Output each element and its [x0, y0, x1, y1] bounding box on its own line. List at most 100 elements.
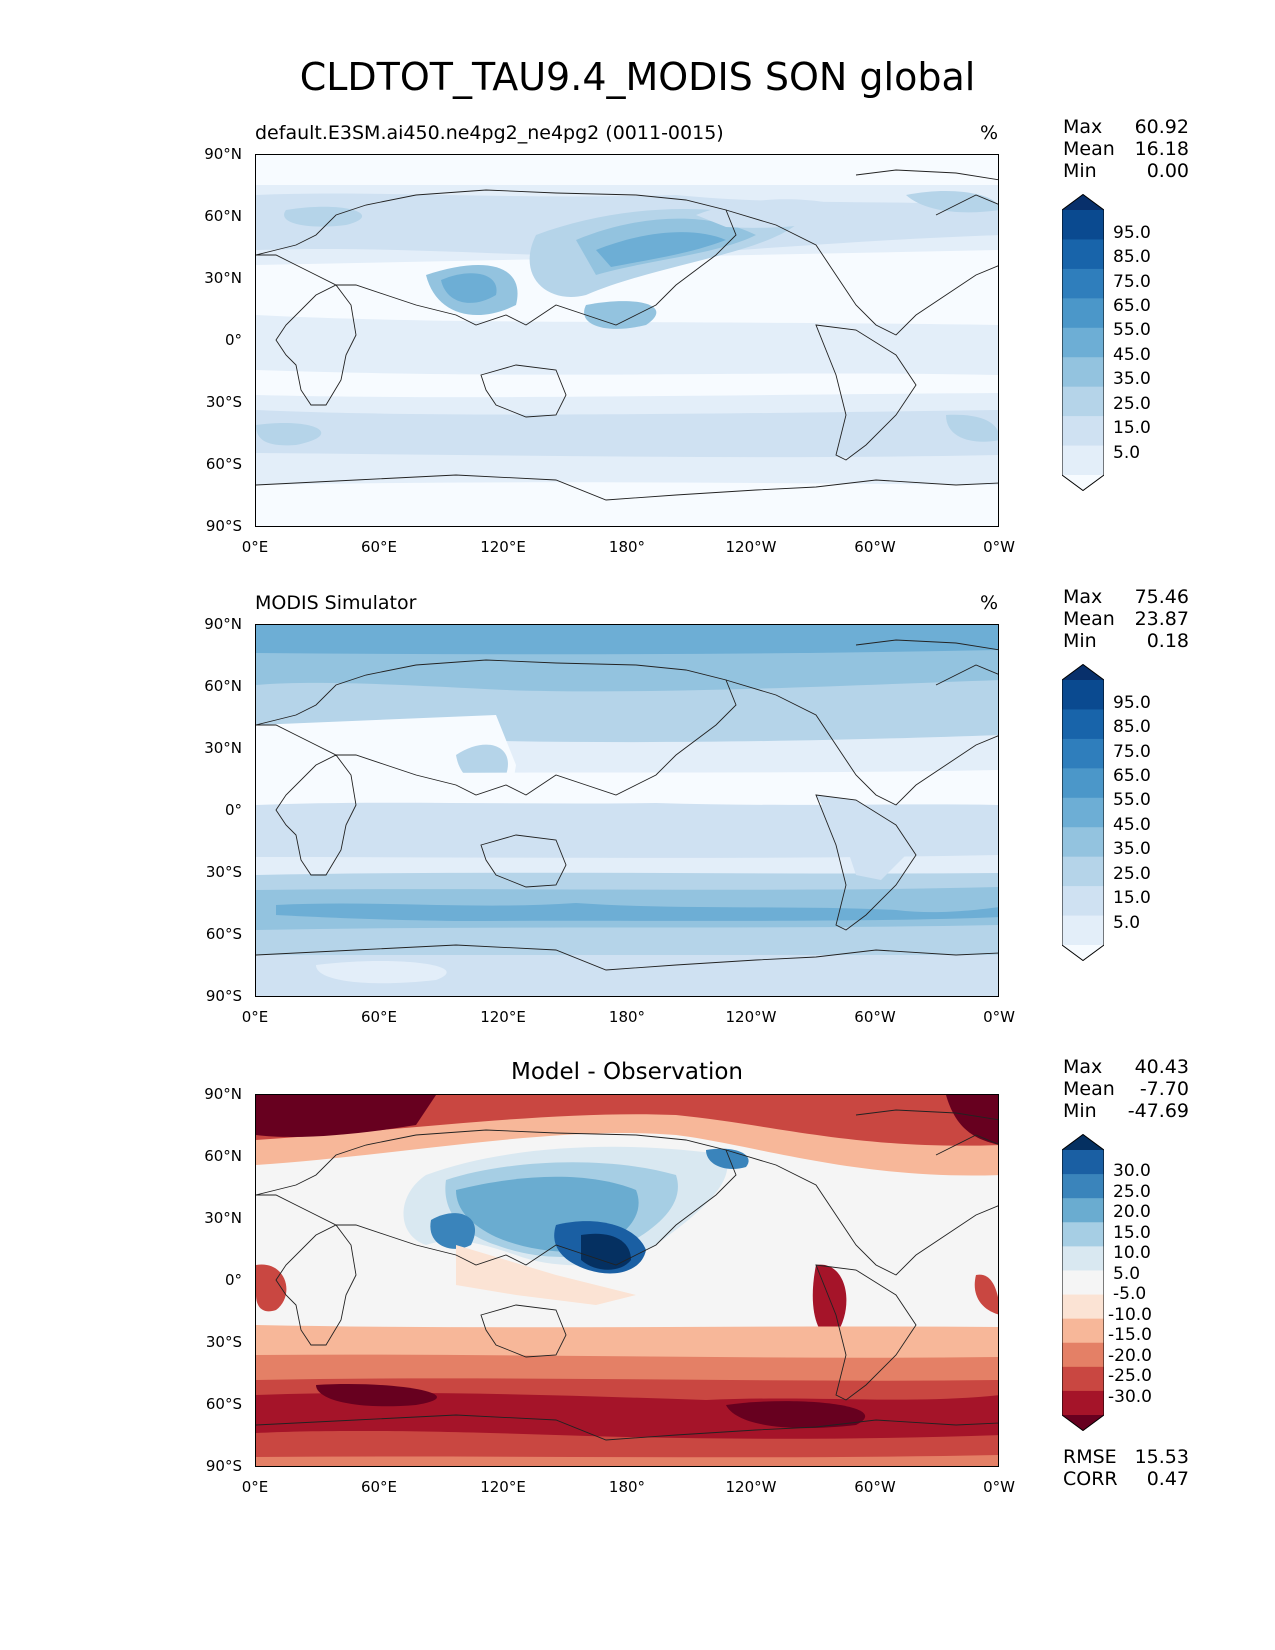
lon-label: 0°E — [241, 1008, 269, 1026]
coastlines — [256, 169, 998, 501]
panel-1-title: default.E3SM.ai450.ne4pg2_ne4pg2 (0011-0… — [255, 122, 724, 144]
cbar-label: 45.0 — [1113, 815, 1151, 835]
colorbar-bin — [1062, 797, 1104, 828]
colorbar-bin — [1062, 1390, 1104, 1416]
lat-label: 0° — [224, 331, 242, 349]
panel-2-map — [255, 624, 999, 997]
colorbar-bin — [1062, 738, 1104, 769]
stat-min-value: -47.69 — [1127, 1100, 1189, 1122]
colorbar-bin — [1062, 915, 1104, 946]
lon-label: 180° — [608, 538, 646, 556]
colorbar-bin — [1062, 239, 1104, 270]
cloud-field — [256, 185, 998, 485]
lat-label: 30°S — [205, 863, 242, 881]
colorbar-bin — [1062, 445, 1104, 476]
lon-label: 120°E — [480, 1008, 526, 1026]
cbar-label: 20.0 — [1113, 1202, 1151, 1222]
stat-mean-value: -7.70 — [1139, 1078, 1189, 1100]
stat-mean-label: Mean — [1063, 138, 1115, 160]
cbar-label: -25.0 — [1108, 1366, 1152, 1386]
cbar-label: 45.0 — [1113, 345, 1151, 365]
lon-label: 180° — [608, 1008, 646, 1026]
stat-min-value: 0.18 — [1146, 630, 1189, 652]
lat-label: 0° — [224, 801, 242, 819]
lat-label: 30°N — [204, 269, 242, 287]
panel-2-unit: % — [980, 592, 999, 614]
cbar-label: 55.0 — [1113, 790, 1151, 810]
lat-label: 60°N — [204, 677, 242, 695]
corr-value: 0.47 — [1146, 1468, 1189, 1490]
colorbar-bin — [1062, 327, 1104, 358]
colorbar-bin — [1062, 1366, 1104, 1392]
panel-1-unit: % — [980, 122, 999, 144]
colorbar-bin — [1062, 210, 1104, 240]
lon-label: 60°E — [360, 538, 398, 556]
panel-1-colorbar — [1061, 193, 1105, 492]
lon-label: 60°W — [854, 1008, 896, 1026]
cbar-label: 35.0 — [1113, 839, 1151, 859]
corr-label: CORR — [1063, 1468, 1118, 1490]
lon-label: 180° — [608, 1478, 646, 1496]
lon-label: 60°E — [360, 1008, 398, 1026]
lat-label: 30°N — [204, 1209, 242, 1227]
stat-max-label: Max — [1063, 116, 1103, 138]
panel-2-title: MODIS Simulator — [255, 592, 417, 614]
colorbar-bin — [1062, 1150, 1104, 1175]
colorbar-extension-min — [1062, 1415, 1104, 1431]
stat-mean-value: 16.18 — [1134, 138, 1189, 160]
cbar-label: 5.0 — [1113, 913, 1141, 933]
lon-label: 60°W — [854, 538, 896, 556]
cbar-label: 85.0 — [1113, 717, 1151, 737]
colorbar-bin — [1062, 886, 1104, 917]
stat-max-value: 40.43 — [1134, 1056, 1189, 1078]
coastlines — [256, 1109, 998, 1441]
panel-3-colorbar — [1061, 1133, 1105, 1432]
colorbar-bin — [1062, 768, 1104, 799]
cbar-label: -20.0 — [1108, 1346, 1152, 1366]
difference-field — [256, 1095, 998, 1466]
panel-2-stats: Max 75.46 Mean 23.87 Min 0.18 — [1063, 586, 1189, 652]
colorbar-extension-max — [1062, 664, 1104, 680]
cbar-label: 35.0 — [1113, 369, 1151, 389]
panel-1-stats: Max 60.92 Mean 16.18 Min 0.00 — [1063, 116, 1189, 182]
lat-label: 60°S — [205, 925, 242, 943]
figure-title: CLDTOT_TAU9.4_MODIS SON global — [299, 55, 976, 99]
stat-min-label: Min — [1063, 630, 1097, 652]
cbar-label: 85.0 — [1113, 247, 1151, 267]
lat-label: 60°S — [205, 1395, 242, 1413]
lon-label: 60°W — [854, 1478, 896, 1496]
colorbar-extension-min — [1062, 945, 1104, 961]
cbar-label: -15.0 — [1108, 1325, 1152, 1345]
colorbar-bin — [1062, 680, 1104, 710]
colorbar-bin — [1062, 268, 1104, 299]
stat-max-label: Max — [1063, 1056, 1103, 1078]
cbar-label: 5.0 — [1113, 443, 1141, 463]
cbar-label: 25.0 — [1113, 864, 1151, 884]
panel-3-map — [255, 1094, 999, 1467]
lon-label: 120°W — [725, 1008, 777, 1026]
lon-label: 120°E — [480, 1478, 526, 1496]
lat-label: 90°S — [205, 1457, 242, 1475]
cbar-label: 25.0 — [1113, 394, 1151, 414]
lat-label: 30°S — [205, 1333, 242, 1351]
colorbar-bin — [1062, 1198, 1104, 1223]
cbar-label: 5.0 — [1113, 1264, 1141, 1284]
cbar-label: 65.0 — [1113, 766, 1151, 786]
cbar-label: 75.0 — [1113, 742, 1151, 762]
lon-label: 0°W — [983, 1478, 1015, 1496]
lat-label: 90°N — [204, 615, 242, 633]
colorbar-extension-min — [1062, 475, 1104, 491]
colorbar-extension-max — [1062, 1134, 1104, 1150]
colorbar-bin — [1062, 386, 1104, 417]
lon-label: 0°W — [983, 1008, 1015, 1026]
lon-label: 120°W — [725, 1478, 777, 1496]
cbar-label: 95.0 — [1113, 693, 1151, 713]
colorbar-bin — [1062, 1222, 1104, 1247]
coastlines — [256, 639, 998, 971]
lat-label: 90°S — [205, 987, 242, 1005]
lon-label: 60°E — [360, 1478, 398, 1496]
cbar-label: 75.0 — [1113, 272, 1151, 292]
stat-max-label: Max — [1063, 586, 1103, 608]
rmse-value: 15.53 — [1134, 1446, 1189, 1468]
lat-label: 30°S — [205, 393, 242, 411]
